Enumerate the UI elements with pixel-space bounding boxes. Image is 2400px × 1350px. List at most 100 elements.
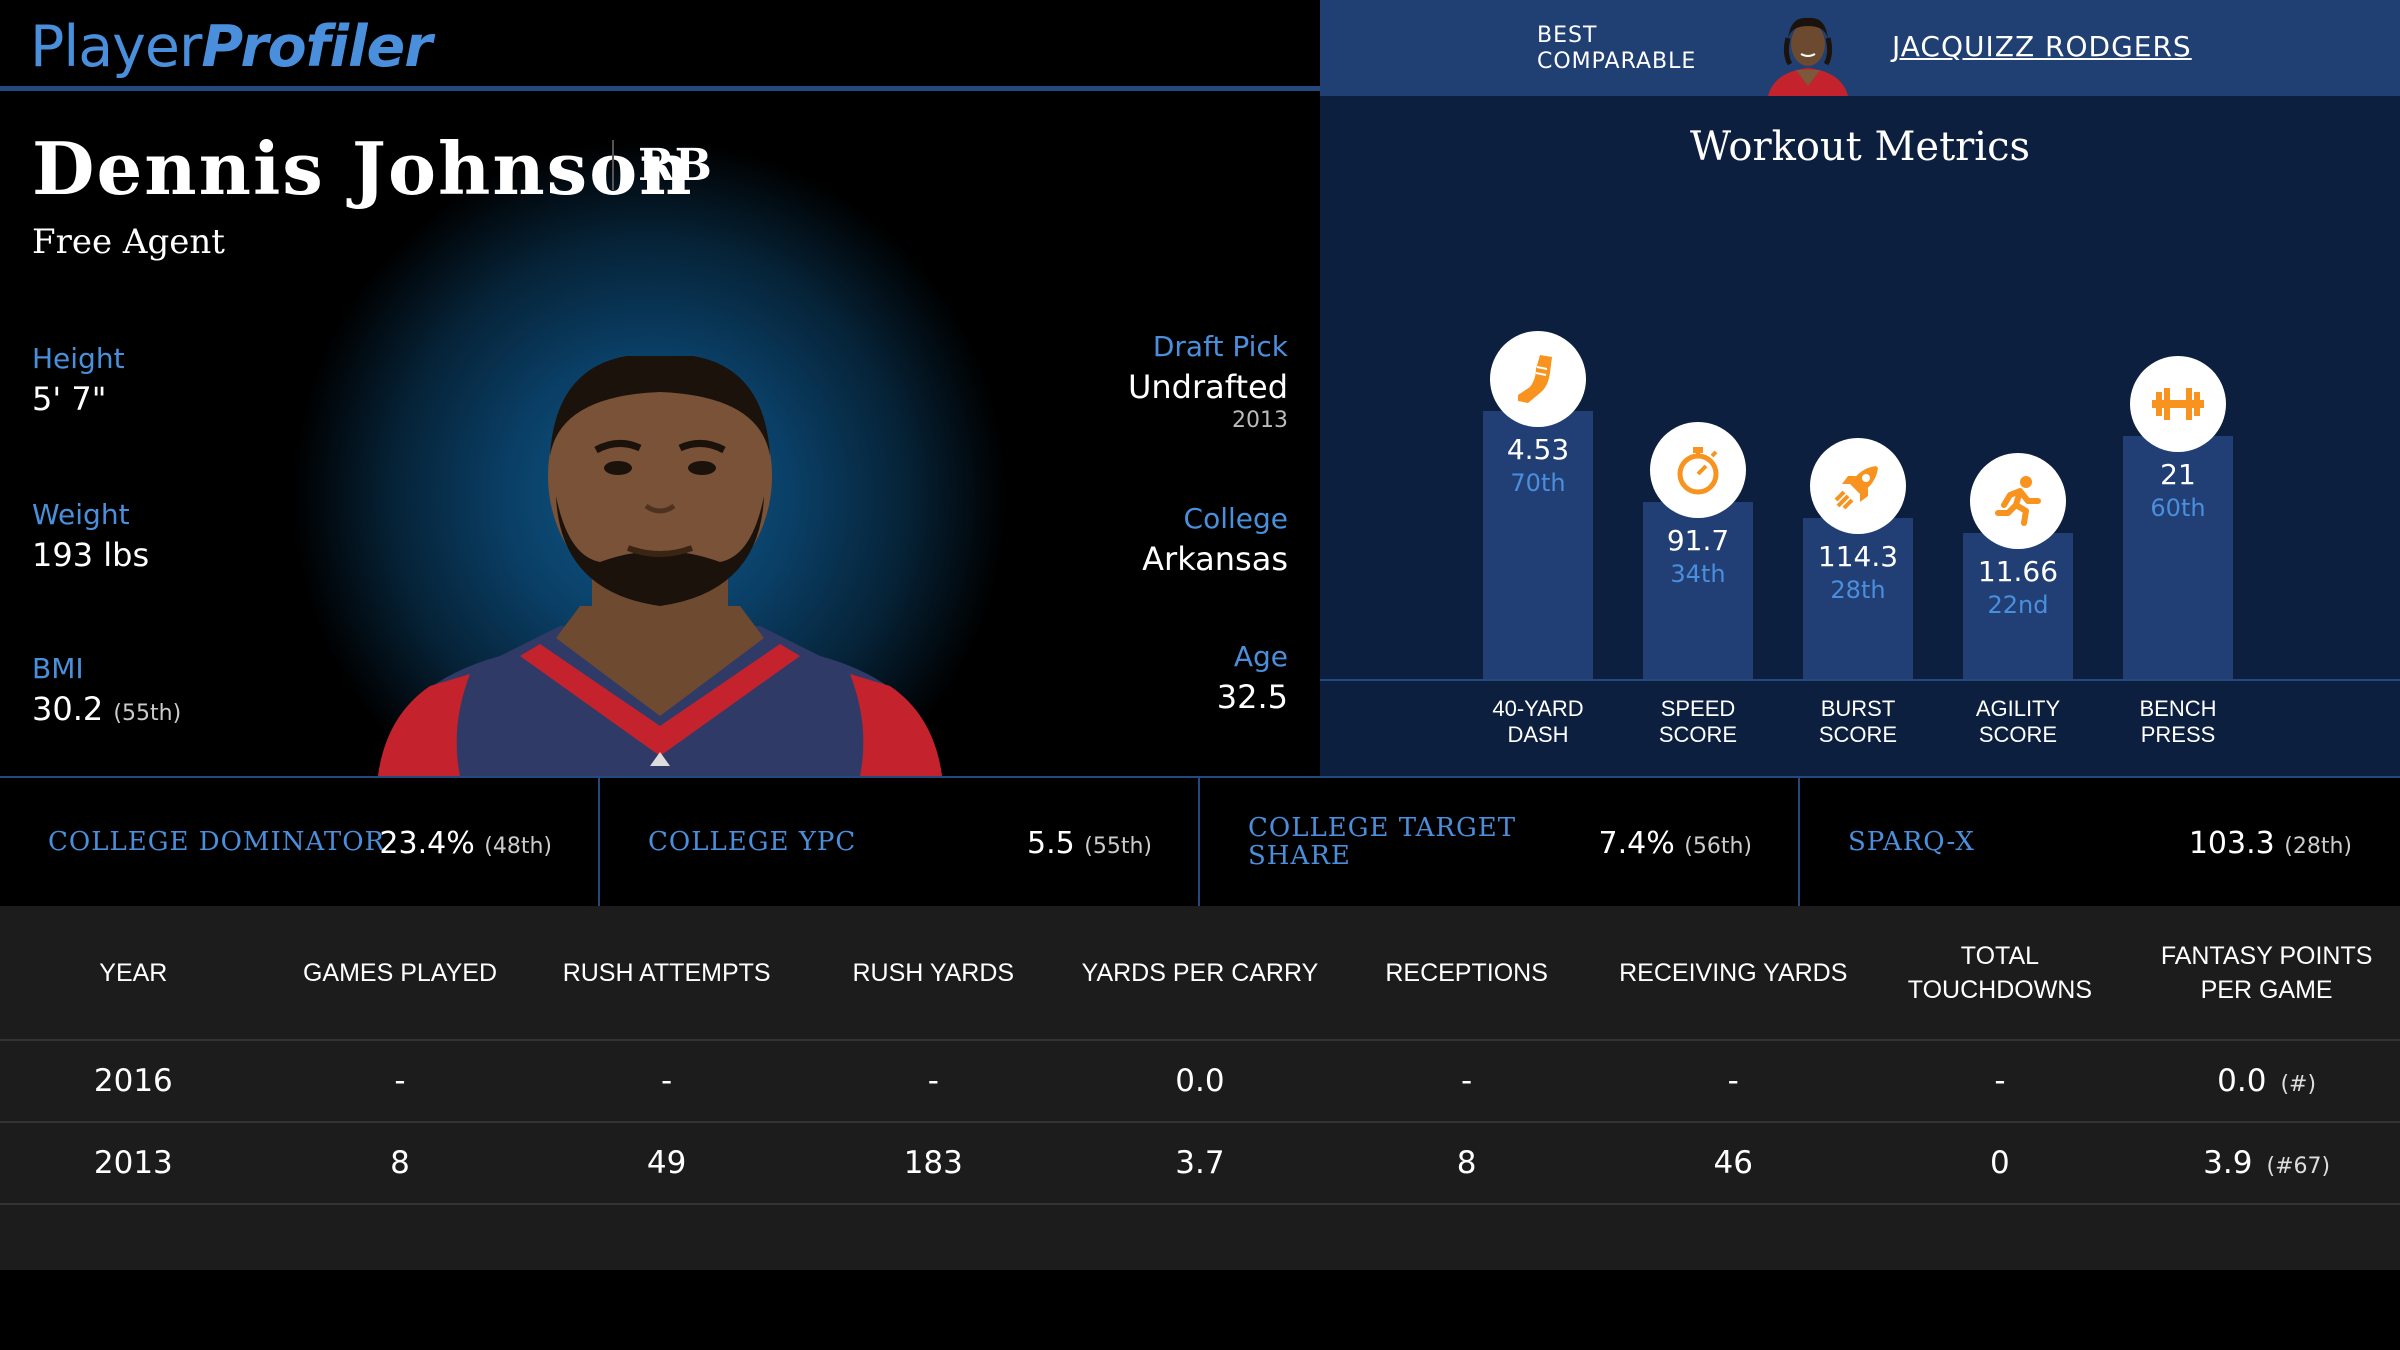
- metric-label: COLLEGE DOMINATOR: [48, 828, 385, 856]
- best-comparable-link[interactable]: JACQUIZZ RODGERS: [1892, 30, 2192, 63]
- workout-bar[interactable]: [1483, 410, 1593, 679]
- column-header[interactable]: RUSH YARDS: [799, 906, 1067, 1041]
- best-comparable-label: BEST COMPARABLE: [1537, 23, 1696, 75]
- comparable-player-avatar[interactable]: [1760, 6, 1856, 96]
- table-cell: -: [533, 1040, 800, 1123]
- table-cell: -: [1599, 1040, 1867, 1123]
- metric-label-line1: COLLEGE TARGET: [1248, 813, 1517, 843]
- age-value: 32.5: [1216, 678, 1288, 716]
- workout-bar[interactable]: [1963, 532, 2073, 679]
- player-name: Dennis Johnson: [32, 126, 694, 211]
- column-header[interactable]: TOTAL TOUCHDOWNS: [1866, 906, 2134, 1041]
- table-cell: -: [1866, 1040, 2134, 1123]
- bmi-label: BMI: [32, 652, 84, 685]
- workout-value: 21: [2160, 458, 2196, 491]
- rocket-icon: [1810, 437, 1906, 534]
- table-row: 2013 8 49 183 3.7 8 46 0 3.9 (#67): [0, 1122, 2400, 1205]
- column-header[interactable]: RECEPTIONS: [1333, 906, 1600, 1041]
- fantasy-points-value: 0.0: [2217, 1063, 2267, 1099]
- season-stats-table: YEAR GAMES PLAYED RUSH ATTEMPTS RUSH YAR…: [0, 906, 2400, 1270]
- workout-bar[interactable]: [1643, 502, 1753, 679]
- workout-label-line1: BENCH: [2139, 696, 2217, 721]
- fantasy-points-cell: 0.0 (#): [2133, 1040, 2400, 1123]
- metric-label: COLLEGE TARGET SHARE: [1248, 814, 1516, 870]
- workout-label-line2: SCORE: [1658, 722, 1738, 747]
- workout-percentile: 22nd: [1987, 590, 2049, 619]
- player-team: Free Agent: [32, 222, 225, 262]
- workout-percentile: 34th: [1670, 560, 1726, 589]
- workout-bar[interactable]: [2123, 436, 2233, 679]
- metric-value-row: 103.3 (28th): [2189, 826, 2352, 861]
- weight-value: 193 lbs: [32, 536, 150, 574]
- workout-label: BURST SCORE: [1778, 696, 1938, 748]
- metric-value-row: 23.4% (48th): [379, 826, 552, 861]
- height-label: Height: [32, 342, 125, 375]
- best-comparable-label-line1: BEST: [1537, 23, 1598, 48]
- workout-label-line2: DASH: [1507, 722, 1569, 747]
- metric-college-dominator: COLLEGE DOMINATOR 23.4% (48th): [0, 778, 600, 908]
- workout-label-line1: SPEED: [1660, 696, 1736, 721]
- table-cell: 8: [1333, 1122, 1600, 1205]
- fantasy-points-rank: (#): [2280, 1072, 2317, 1097]
- workout-bar[interactable]: [1803, 517, 1913, 679]
- table-cell: 46: [1599, 1122, 1867, 1205]
- workout-label: 40-YARD DASH: [1458, 696, 1618, 748]
- table-cell: 3.7: [1066, 1122, 1334, 1205]
- column-header[interactable]: YEAR: [0, 906, 267, 1041]
- workout-label-line2: PRESS: [2140, 722, 2216, 747]
- metric-value-row: 5.5 (55th): [1027, 826, 1152, 861]
- fantasy-points-rank: (#67): [2266, 1154, 2331, 1179]
- height-value: 5' 7": [32, 380, 107, 418]
- runner-icon: [1970, 452, 2066, 549]
- metric-separator: [1798, 778, 1800, 908]
- college-label: College: [1183, 502, 1288, 535]
- metric-value: 23.4%: [379, 826, 475, 861]
- metric-label: SPARQ-X: [1848, 828, 1975, 856]
- workout-label-line2: SCORE: [1978, 722, 2058, 747]
- metric-value-row: 7.4% (56th): [1599, 826, 1753, 861]
- workout-percentile: 28th: [1830, 575, 1886, 604]
- metric-college-target-share: COLLEGE TARGET SHARE 7.4% (56th): [1200, 778, 1800, 908]
- workout-label-line2: SCORE: [1818, 722, 1898, 747]
- best-comparable-label-line2: COMPARABLE: [1537, 49, 1697, 74]
- metric-college-ypc: COLLEGE YPC 5.5 (55th): [600, 778, 1200, 908]
- player-headshot: [360, 350, 960, 776]
- barbell-icon: [2130, 356, 2226, 452]
- name-divider: [612, 140, 614, 190]
- column-header[interactable]: RECEIVING YARDS: [1599, 906, 1867, 1041]
- draft-label: Draft Pick: [1152, 330, 1288, 363]
- table-cell: 2016: [0, 1040, 267, 1123]
- table-cell: -: [1333, 1040, 1600, 1123]
- table-header-row: YEAR GAMES PLAYED RUSH ATTEMPTS RUSH YAR…: [0, 906, 2400, 1041]
- table-cell: -: [266, 1040, 534, 1123]
- table-cell: 8: [266, 1122, 534, 1205]
- metric-label-line2: SHARE: [1248, 841, 1351, 871]
- column-header[interactable]: RUSH ATTEMPTS: [533, 906, 800, 1041]
- stopwatch-icon: [1650, 422, 1746, 519]
- metric-label-line1: COLLEGE DOMINATOR: [48, 827, 386, 857]
- college-value: Arkansas: [1142, 540, 1288, 578]
- logo-text-player: Player: [30, 14, 202, 80]
- table-cell: 49: [533, 1122, 800, 1205]
- workout-value: 91.7: [1666, 524, 1730, 558]
- metric-sparq-x: SPARQ-X 103.3 (28th): [1800, 778, 2400, 908]
- workout-value: 11.66: [1977, 554, 2059, 588]
- site-logo[interactable]: PlayerProfiler: [30, 12, 432, 82]
- table-cell: 2013: [0, 1122, 267, 1205]
- player-profile-panel: Dennis Johnson RB Free Agent Height 5' 7…: [0, 96, 1320, 776]
- workout-label: AGILITY SCORE: [1938, 696, 2098, 748]
- column-header[interactable]: FANTASY POINTS PER GAME: [2133, 906, 2400, 1041]
- weight-label: Weight: [32, 498, 130, 531]
- age-label: Age: [1233, 640, 1288, 673]
- metric-rank: (56th): [1684, 834, 1752, 859]
- draft-year: 2013: [1232, 408, 1288, 433]
- page-footer: [0, 1270, 2400, 1350]
- column-header[interactable]: GAMES PLAYED: [266, 906, 534, 1041]
- workout-baseline: [1320, 679, 2400, 681]
- column-header[interactable]: YARDS PER CARRY: [1066, 906, 1334, 1041]
- fantasy-points-value: 3.9: [2203, 1145, 2253, 1181]
- draft-value: Undrafted: [1127, 368, 1288, 406]
- metric-value: 103.3: [2188, 826, 2275, 861]
- workout-label-line1: BURST: [1820, 696, 1896, 721]
- table-cell: 0.0: [1066, 1040, 1334, 1123]
